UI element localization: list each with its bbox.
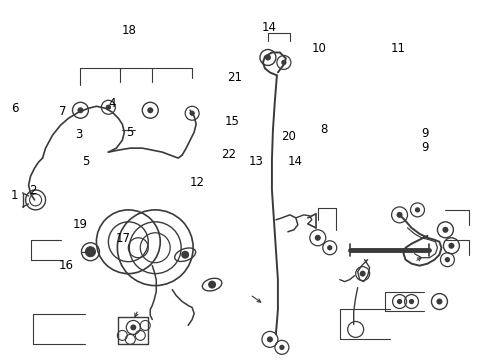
Circle shape bbox=[408, 299, 413, 304]
Text: 7: 7 bbox=[59, 105, 66, 118]
Circle shape bbox=[130, 324, 136, 330]
Circle shape bbox=[444, 257, 449, 262]
Text: 21: 21 bbox=[227, 71, 242, 84]
Text: 2: 2 bbox=[29, 184, 37, 197]
Circle shape bbox=[435, 298, 442, 305]
Circle shape bbox=[414, 207, 419, 212]
Text: 15: 15 bbox=[224, 116, 240, 129]
Text: 4: 4 bbox=[108, 98, 115, 111]
Circle shape bbox=[189, 111, 194, 116]
Text: 6: 6 bbox=[11, 102, 19, 115]
Text: 11: 11 bbox=[390, 42, 405, 55]
Text: 20: 20 bbox=[281, 130, 295, 143]
Text: 10: 10 bbox=[311, 42, 326, 55]
Circle shape bbox=[281, 60, 286, 65]
Text: 22: 22 bbox=[221, 148, 236, 161]
Text: 12: 12 bbox=[189, 176, 204, 189]
Circle shape bbox=[147, 107, 153, 113]
Circle shape bbox=[359, 271, 365, 276]
Text: 19: 19 bbox=[73, 218, 88, 231]
Text: 17: 17 bbox=[115, 231, 130, 244]
Circle shape bbox=[208, 280, 216, 289]
Circle shape bbox=[326, 245, 332, 251]
Text: 14: 14 bbox=[287, 155, 302, 168]
Circle shape bbox=[264, 54, 270, 60]
Circle shape bbox=[279, 345, 284, 350]
Circle shape bbox=[266, 336, 272, 342]
Circle shape bbox=[442, 227, 447, 233]
Text: 1: 1 bbox=[10, 189, 18, 202]
Circle shape bbox=[396, 299, 402, 304]
Text: 16: 16 bbox=[58, 259, 73, 272]
Circle shape bbox=[85, 247, 95, 257]
Text: 9: 9 bbox=[420, 127, 427, 140]
Text: 8: 8 bbox=[320, 122, 327, 136]
Text: 3: 3 bbox=[75, 127, 82, 141]
Circle shape bbox=[181, 251, 189, 259]
Circle shape bbox=[105, 105, 111, 110]
Text: 18: 18 bbox=[122, 24, 136, 37]
Text: 5: 5 bbox=[126, 126, 133, 139]
Circle shape bbox=[447, 243, 453, 249]
Circle shape bbox=[396, 212, 402, 218]
Text: 5: 5 bbox=[82, 155, 90, 168]
Text: 14: 14 bbox=[261, 21, 276, 34]
Text: 9: 9 bbox=[420, 141, 427, 154]
Circle shape bbox=[77, 107, 83, 113]
Circle shape bbox=[314, 235, 320, 241]
Text: 13: 13 bbox=[248, 155, 263, 168]
